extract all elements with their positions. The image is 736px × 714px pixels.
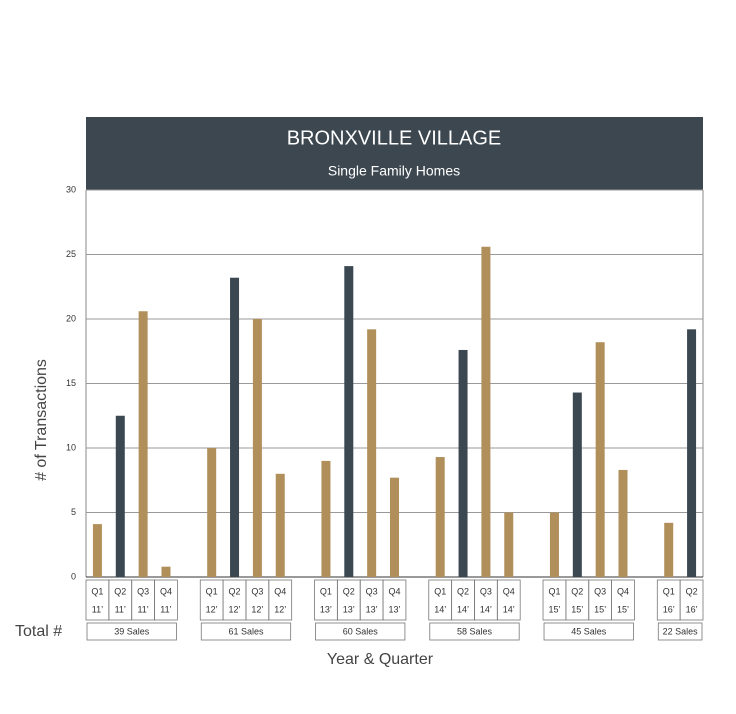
x-tick-label: Q4 xyxy=(160,586,172,596)
x-tick-label: Q4 xyxy=(388,586,400,596)
bar xyxy=(252,319,262,577)
x-year-label: 11’ xyxy=(160,604,171,614)
total-box xyxy=(657,622,703,641)
x-tick-label: Q2 xyxy=(343,586,355,596)
bar xyxy=(367,329,377,577)
total-label: 60 Sales xyxy=(343,626,379,636)
x-tick-label: Q2 xyxy=(229,586,241,596)
y-tick-label: 20 xyxy=(66,313,76,323)
x-year-label: 11’ xyxy=(137,604,148,614)
x-label-cell xyxy=(268,579,293,621)
x-year-label: 12’ xyxy=(251,604,263,614)
x-tick-label: Q3 xyxy=(137,586,149,596)
chart-subtitle: Single Family Homes xyxy=(328,163,460,179)
x-year-label: 11’ xyxy=(92,604,103,614)
x-label-cell xyxy=(382,579,407,621)
x-tick-label: Q1 xyxy=(91,586,103,596)
bar xyxy=(618,469,628,577)
total-label: 58 Sales xyxy=(457,626,493,636)
total-box xyxy=(315,622,406,641)
x-axis-title: Year & Quarter xyxy=(327,651,434,668)
y-tick-label: 0 xyxy=(71,571,76,581)
x-year-label: 15’ xyxy=(617,604,629,614)
bar xyxy=(572,392,582,577)
bar xyxy=(435,457,445,577)
total-box xyxy=(429,622,520,641)
bar xyxy=(230,277,240,577)
x-tick-label: Q1 xyxy=(663,586,675,596)
bar xyxy=(161,566,171,577)
x-year-label: 13’ xyxy=(343,604,355,614)
total-box xyxy=(200,622,292,641)
x-tick-label: Q3 xyxy=(594,586,606,596)
bar xyxy=(664,522,674,577)
bar xyxy=(138,311,148,577)
bar xyxy=(687,329,697,577)
bar xyxy=(92,524,102,577)
x-year-label: 15’ xyxy=(548,604,560,614)
x-label-cell xyxy=(679,579,704,621)
x-year-label: 13’ xyxy=(388,604,400,614)
bar xyxy=(481,246,491,577)
bar xyxy=(390,477,399,577)
x-year-label: 11’ xyxy=(115,604,126,614)
y-tick-label: 10 xyxy=(66,442,76,452)
x-tick-label: Q2 xyxy=(571,586,583,596)
bar xyxy=(207,448,217,577)
x-tick-label: Q1 xyxy=(434,586,446,596)
bar xyxy=(321,460,331,577)
x-tick-label: Q4 xyxy=(617,586,629,596)
total-label: 22 Sales xyxy=(663,626,699,636)
x-year-label: 14’ xyxy=(480,604,492,614)
x-year-label: 13’ xyxy=(320,604,332,614)
total-label: 39 Sales xyxy=(114,626,150,636)
totals-label: Total # xyxy=(15,623,62,640)
x-tick-label: Q3 xyxy=(480,586,492,596)
y-tick-label: 25 xyxy=(66,249,76,259)
x-label-cell xyxy=(496,579,521,621)
y-axis-title: # of Transactions xyxy=(33,359,50,481)
x-tick-label: Q4 xyxy=(274,586,286,596)
bar xyxy=(504,512,514,577)
x-year-label: 12’ xyxy=(206,604,218,614)
x-tick-label: Q1 xyxy=(320,586,332,596)
x-year-label: 15’ xyxy=(594,604,606,614)
total-box xyxy=(86,622,177,641)
bar xyxy=(549,512,559,577)
x-label-cell xyxy=(611,579,635,621)
x-year-label: 12’ xyxy=(274,604,286,614)
x-year-label: 16’ xyxy=(686,604,698,614)
y-tick-label: 15 xyxy=(66,378,76,388)
x-label-cell xyxy=(154,579,178,621)
x-tick-label: Q2 xyxy=(114,586,126,596)
bar xyxy=(595,342,605,577)
x-year-label: 12’ xyxy=(229,604,241,614)
x-year-label: 14’ xyxy=(503,604,515,614)
x-year-label: 13’ xyxy=(366,604,378,614)
total-label: 45 Sales xyxy=(571,626,607,636)
x-tick-label: Q1 xyxy=(548,586,560,596)
bar xyxy=(458,349,468,577)
x-tick-label: Q3 xyxy=(366,586,378,596)
total-label: 61 Sales xyxy=(228,626,264,636)
total-box xyxy=(543,622,634,641)
x-year-label: 14’ xyxy=(457,604,469,614)
x-year-label: 16’ xyxy=(663,604,675,614)
bar xyxy=(115,415,125,577)
x-year-label: 14’ xyxy=(434,604,446,614)
bar xyxy=(275,473,285,577)
y-tick-label: 5 xyxy=(71,507,76,517)
x-tick-label: Q3 xyxy=(251,586,263,596)
x-year-label: 15’ xyxy=(571,604,583,614)
chart-title: BRONXVILLE VILLAGE xyxy=(287,127,502,149)
x-tick-label: Q2 xyxy=(686,586,698,596)
header-band xyxy=(86,117,703,190)
bar xyxy=(344,266,354,577)
x-tick-label: Q2 xyxy=(457,586,469,596)
y-tick-label: 30 xyxy=(66,184,76,194)
x-tick-label: Q1 xyxy=(206,586,218,596)
x-tick-label: Q4 xyxy=(503,586,515,596)
